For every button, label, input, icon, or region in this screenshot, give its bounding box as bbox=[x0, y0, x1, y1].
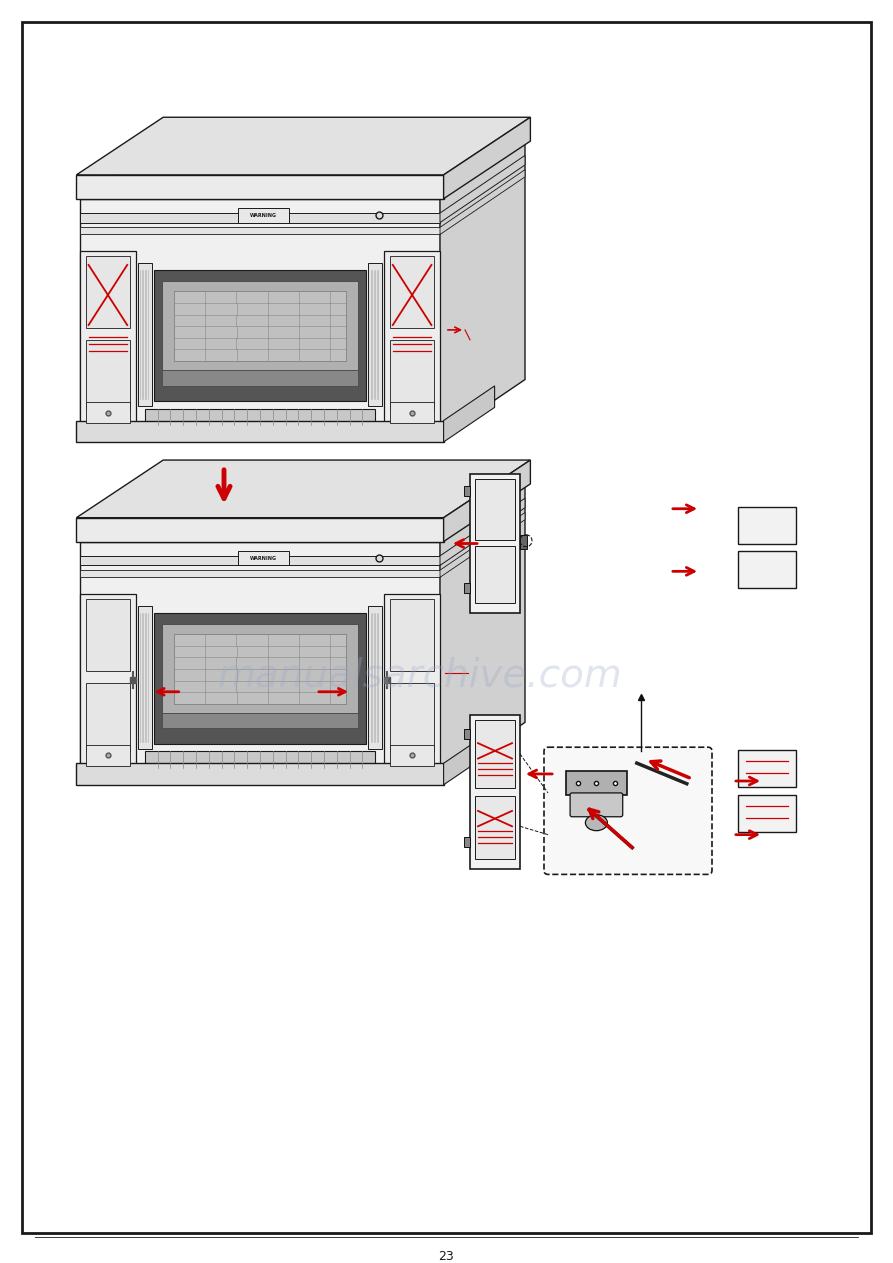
Bar bbox=[566, 770, 627, 794]
Bar bbox=[384, 594, 440, 765]
Polygon shape bbox=[80, 141, 525, 198]
Bar bbox=[368, 263, 382, 407]
Bar bbox=[80, 556, 440, 566]
Polygon shape bbox=[80, 542, 440, 781]
Bar bbox=[145, 751, 375, 768]
Text: WARNING: WARNING bbox=[250, 556, 277, 561]
Polygon shape bbox=[444, 729, 495, 784]
Bar bbox=[154, 270, 366, 402]
Polygon shape bbox=[77, 518, 444, 542]
Polygon shape bbox=[440, 513, 525, 577]
Bar bbox=[475, 479, 515, 541]
Polygon shape bbox=[444, 460, 530, 542]
Bar bbox=[163, 370, 358, 385]
Bar bbox=[464, 837, 470, 846]
Bar bbox=[174, 634, 346, 703]
Bar bbox=[389, 341, 434, 409]
Bar bbox=[389, 256, 434, 328]
Bar bbox=[470, 715, 520, 869]
Bar bbox=[389, 403, 434, 423]
Bar bbox=[80, 594, 136, 765]
Polygon shape bbox=[80, 484, 525, 542]
Bar bbox=[475, 547, 515, 604]
Bar bbox=[464, 729, 470, 739]
Bar bbox=[174, 292, 346, 361]
Bar bbox=[86, 341, 130, 409]
Polygon shape bbox=[440, 141, 525, 437]
FancyBboxPatch shape bbox=[570, 793, 622, 817]
Bar bbox=[154, 613, 366, 744]
Polygon shape bbox=[80, 198, 440, 437]
Bar bbox=[738, 506, 796, 543]
Bar bbox=[475, 720, 515, 788]
Bar bbox=[80, 227, 440, 235]
Text: WARNING: WARNING bbox=[250, 213, 277, 218]
Bar bbox=[80, 213, 440, 222]
Bar bbox=[464, 486, 470, 495]
Bar bbox=[138, 263, 152, 407]
Bar bbox=[738, 794, 796, 831]
Bar bbox=[238, 551, 288, 566]
Bar bbox=[475, 796, 515, 859]
Text: manualsarchive.com: manualsarchive.com bbox=[218, 657, 622, 695]
Polygon shape bbox=[440, 484, 525, 781]
Ellipse shape bbox=[586, 815, 607, 831]
Polygon shape bbox=[440, 155, 525, 222]
Bar bbox=[389, 599, 434, 671]
Bar bbox=[86, 403, 130, 423]
Polygon shape bbox=[77, 174, 444, 198]
Bar bbox=[470, 474, 520, 613]
FancyBboxPatch shape bbox=[544, 748, 712, 874]
Bar bbox=[738, 750, 796, 787]
Bar bbox=[384, 251, 440, 423]
Polygon shape bbox=[444, 386, 495, 442]
Bar bbox=[520, 536, 527, 549]
Polygon shape bbox=[77, 460, 530, 518]
Bar bbox=[163, 624, 358, 712]
Polygon shape bbox=[444, 117, 530, 198]
Bar bbox=[238, 208, 288, 222]
Bar bbox=[738, 552, 796, 589]
Bar bbox=[86, 599, 130, 671]
Polygon shape bbox=[440, 169, 525, 235]
Text: 23: 23 bbox=[438, 1250, 454, 1263]
Bar bbox=[145, 409, 375, 426]
Bar bbox=[138, 606, 152, 749]
Bar bbox=[86, 256, 130, 328]
Bar bbox=[80, 570, 440, 577]
Bar bbox=[77, 763, 444, 784]
Bar bbox=[389, 683, 434, 751]
Bar bbox=[80, 251, 136, 423]
Polygon shape bbox=[77, 117, 530, 174]
Bar bbox=[389, 745, 434, 765]
Bar bbox=[77, 421, 444, 442]
Bar bbox=[163, 712, 358, 729]
Polygon shape bbox=[440, 498, 525, 566]
Bar bbox=[163, 280, 358, 370]
Bar bbox=[86, 745, 130, 765]
Bar bbox=[86, 683, 130, 751]
Bar bbox=[368, 606, 382, 749]
Bar bbox=[464, 584, 470, 594]
